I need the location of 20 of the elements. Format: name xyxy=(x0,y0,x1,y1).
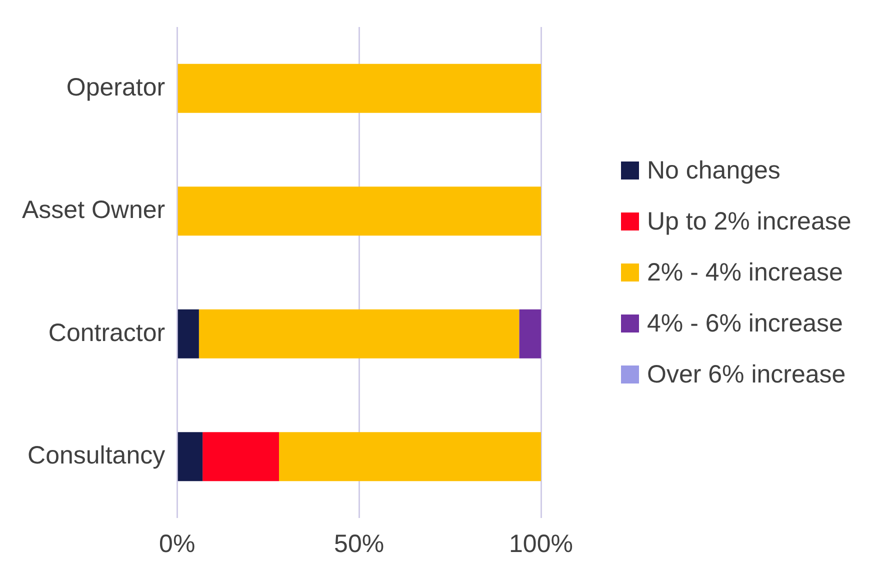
x-tick-label: 0% xyxy=(159,530,196,558)
x-tick-label: 50% xyxy=(334,530,384,558)
legend-label: 2% - 4% increase xyxy=(647,258,843,286)
bar xyxy=(519,309,541,358)
bar xyxy=(178,309,199,358)
legend-label: No changes xyxy=(647,156,780,184)
y-tick-label: Asset Owner xyxy=(22,196,166,224)
bar xyxy=(178,432,203,482)
y-tick-label: Contractor xyxy=(48,318,166,347)
legend-label: Over 6% increase xyxy=(647,360,846,388)
legend-label: Up to 2% increase xyxy=(647,207,852,236)
bar xyxy=(178,64,541,113)
bar xyxy=(198,309,520,358)
legend-label: 4% - 6% increase xyxy=(647,309,843,338)
y-tick-label: Consultancy xyxy=(28,442,166,470)
bar xyxy=(278,432,541,482)
x-tick-label: 100% xyxy=(509,530,573,558)
bar xyxy=(202,432,279,482)
bar xyxy=(178,186,541,236)
y-tick-label: Operator xyxy=(66,73,166,102)
